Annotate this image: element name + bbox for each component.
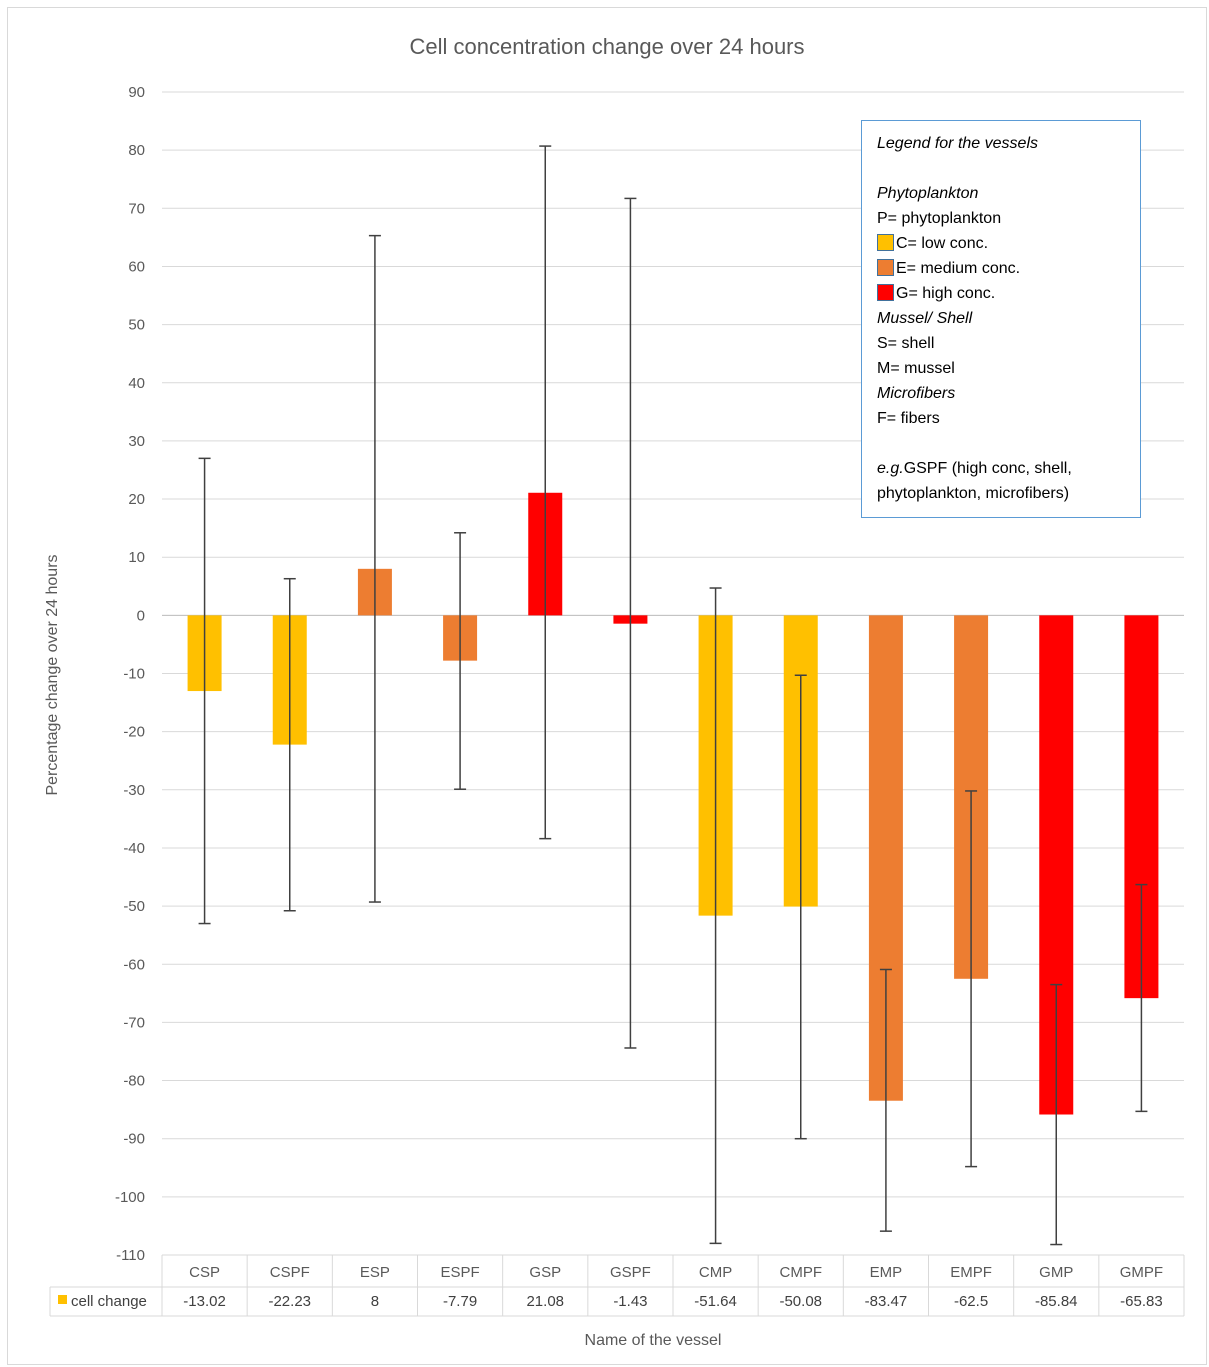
x-tick-label: CMPF — [780, 1264, 823, 1281]
y-tick-label: -60 — [123, 956, 145, 973]
y-tick-label: 10 — [128, 549, 145, 566]
y-tick-label: 70 — [128, 200, 145, 217]
legend-e-line: E= medium conc. — [896, 260, 1020, 277]
table-value: 8 — [371, 1293, 379, 1310]
x-axis-label: Name of the vessel — [585, 1332, 722, 1349]
x-tick-label: GSP — [529, 1264, 561, 1281]
x-tick-label: CSP — [189, 1264, 220, 1281]
y-tick-label: -20 — [123, 724, 145, 741]
legend-example-line-2: phytoplankton, microfibers) — [877, 481, 1140, 506]
y-tick-label: -10 — [123, 666, 145, 683]
legend-heading: Legend for the vessels — [877, 131, 1140, 156]
legend-f-line: F= fibers — [877, 406, 1140, 431]
y-tick-label: 60 — [128, 258, 145, 275]
legend-c-line: C= low conc. — [896, 235, 988, 252]
table-value: -50.08 — [779, 1293, 822, 1310]
chart-title: Cell concentration change over 24 hours — [409, 34, 804, 59]
x-tick-label: GMPF — [1120, 1264, 1163, 1281]
legend-example-rest: GSPF (high conc, shell, — [904, 460, 1072, 477]
table-value: -13.02 — [183, 1293, 226, 1310]
y-tick-label: -80 — [123, 1073, 145, 1090]
y-tick-label: 90 — [128, 84, 145, 101]
table-value: -51.64 — [694, 1293, 737, 1310]
legend-box: Legend for the vessels Phytoplankton P= … — [861, 120, 1141, 518]
table-value: -22.23 — [268, 1293, 311, 1310]
legend-swatch-high — [877, 284, 894, 301]
legend-phytoplankton-heading: Phytoplankton — [877, 181, 1140, 206]
y-tick-label: 80 — [128, 142, 145, 159]
legend-e-row: E= medium conc. — [877, 256, 1140, 281]
x-tick-label: EMPF — [950, 1264, 992, 1281]
legend-swatch-low — [877, 234, 894, 251]
y-tick-label: 30 — [128, 433, 145, 450]
y-tick-label: -50 — [123, 898, 145, 915]
legend-s-line: S= shell — [877, 331, 1140, 356]
legend-microfibers-heading: Microfibers — [877, 381, 1140, 406]
table-value: -62.5 — [954, 1293, 988, 1310]
table-value: -65.83 — [1120, 1293, 1163, 1310]
legend-example-prefix: e.g. — [877, 460, 904, 477]
y-tick-label: -100 — [115, 1189, 145, 1206]
table-value: 21.08 — [526, 1293, 564, 1310]
y-tick-label: -40 — [123, 840, 145, 857]
table-value: -85.84 — [1035, 1293, 1078, 1310]
legend-g-row: G= high conc. — [877, 281, 1140, 306]
legend-g-line: G= high conc. — [896, 285, 995, 302]
legend-mussel-heading: Mussel/ Shell — [877, 306, 1140, 331]
legend-example-line: e.g.GSPF (high conc, shell, — [877, 456, 1140, 481]
table-value: -83.47 — [865, 1293, 908, 1310]
x-tick-label: GSPF — [610, 1264, 651, 1281]
legend-p-line: P= phytoplankton — [877, 206, 1140, 231]
y-axis-label: Percentage change over 24 hours — [44, 554, 61, 795]
y-tick-label: 50 — [128, 317, 145, 334]
x-tick-label: ESPF — [440, 1264, 479, 1281]
y-tick-label: 20 — [128, 491, 145, 508]
y-tick-label: 40 — [128, 375, 145, 392]
x-tick-label: GMP — [1039, 1264, 1073, 1281]
y-tick-label: -70 — [123, 1014, 145, 1031]
x-tick-label: ESP — [360, 1264, 390, 1281]
legend-m-line: M= mussel — [877, 356, 1140, 381]
y-tick-label: -90 — [123, 1131, 145, 1148]
x-tick-label: CMP — [699, 1264, 732, 1281]
series-legend-label: cell change — [71, 1293, 147, 1310]
series-legend-key — [58, 1295, 67, 1304]
x-tick-label: EMP — [870, 1264, 903, 1281]
y-tick-label: -30 — [123, 782, 145, 799]
legend-c-row: C= low conc. — [877, 231, 1140, 256]
table-value: -1.43 — [613, 1293, 647, 1310]
y-tick-label: 0 — [137, 607, 145, 624]
legend-swatch-medium — [877, 259, 894, 276]
y-tick-label: -110 — [116, 1247, 145, 1264]
table-value: -7.79 — [443, 1293, 477, 1310]
x-tick-label: CSPF — [270, 1264, 310, 1281]
